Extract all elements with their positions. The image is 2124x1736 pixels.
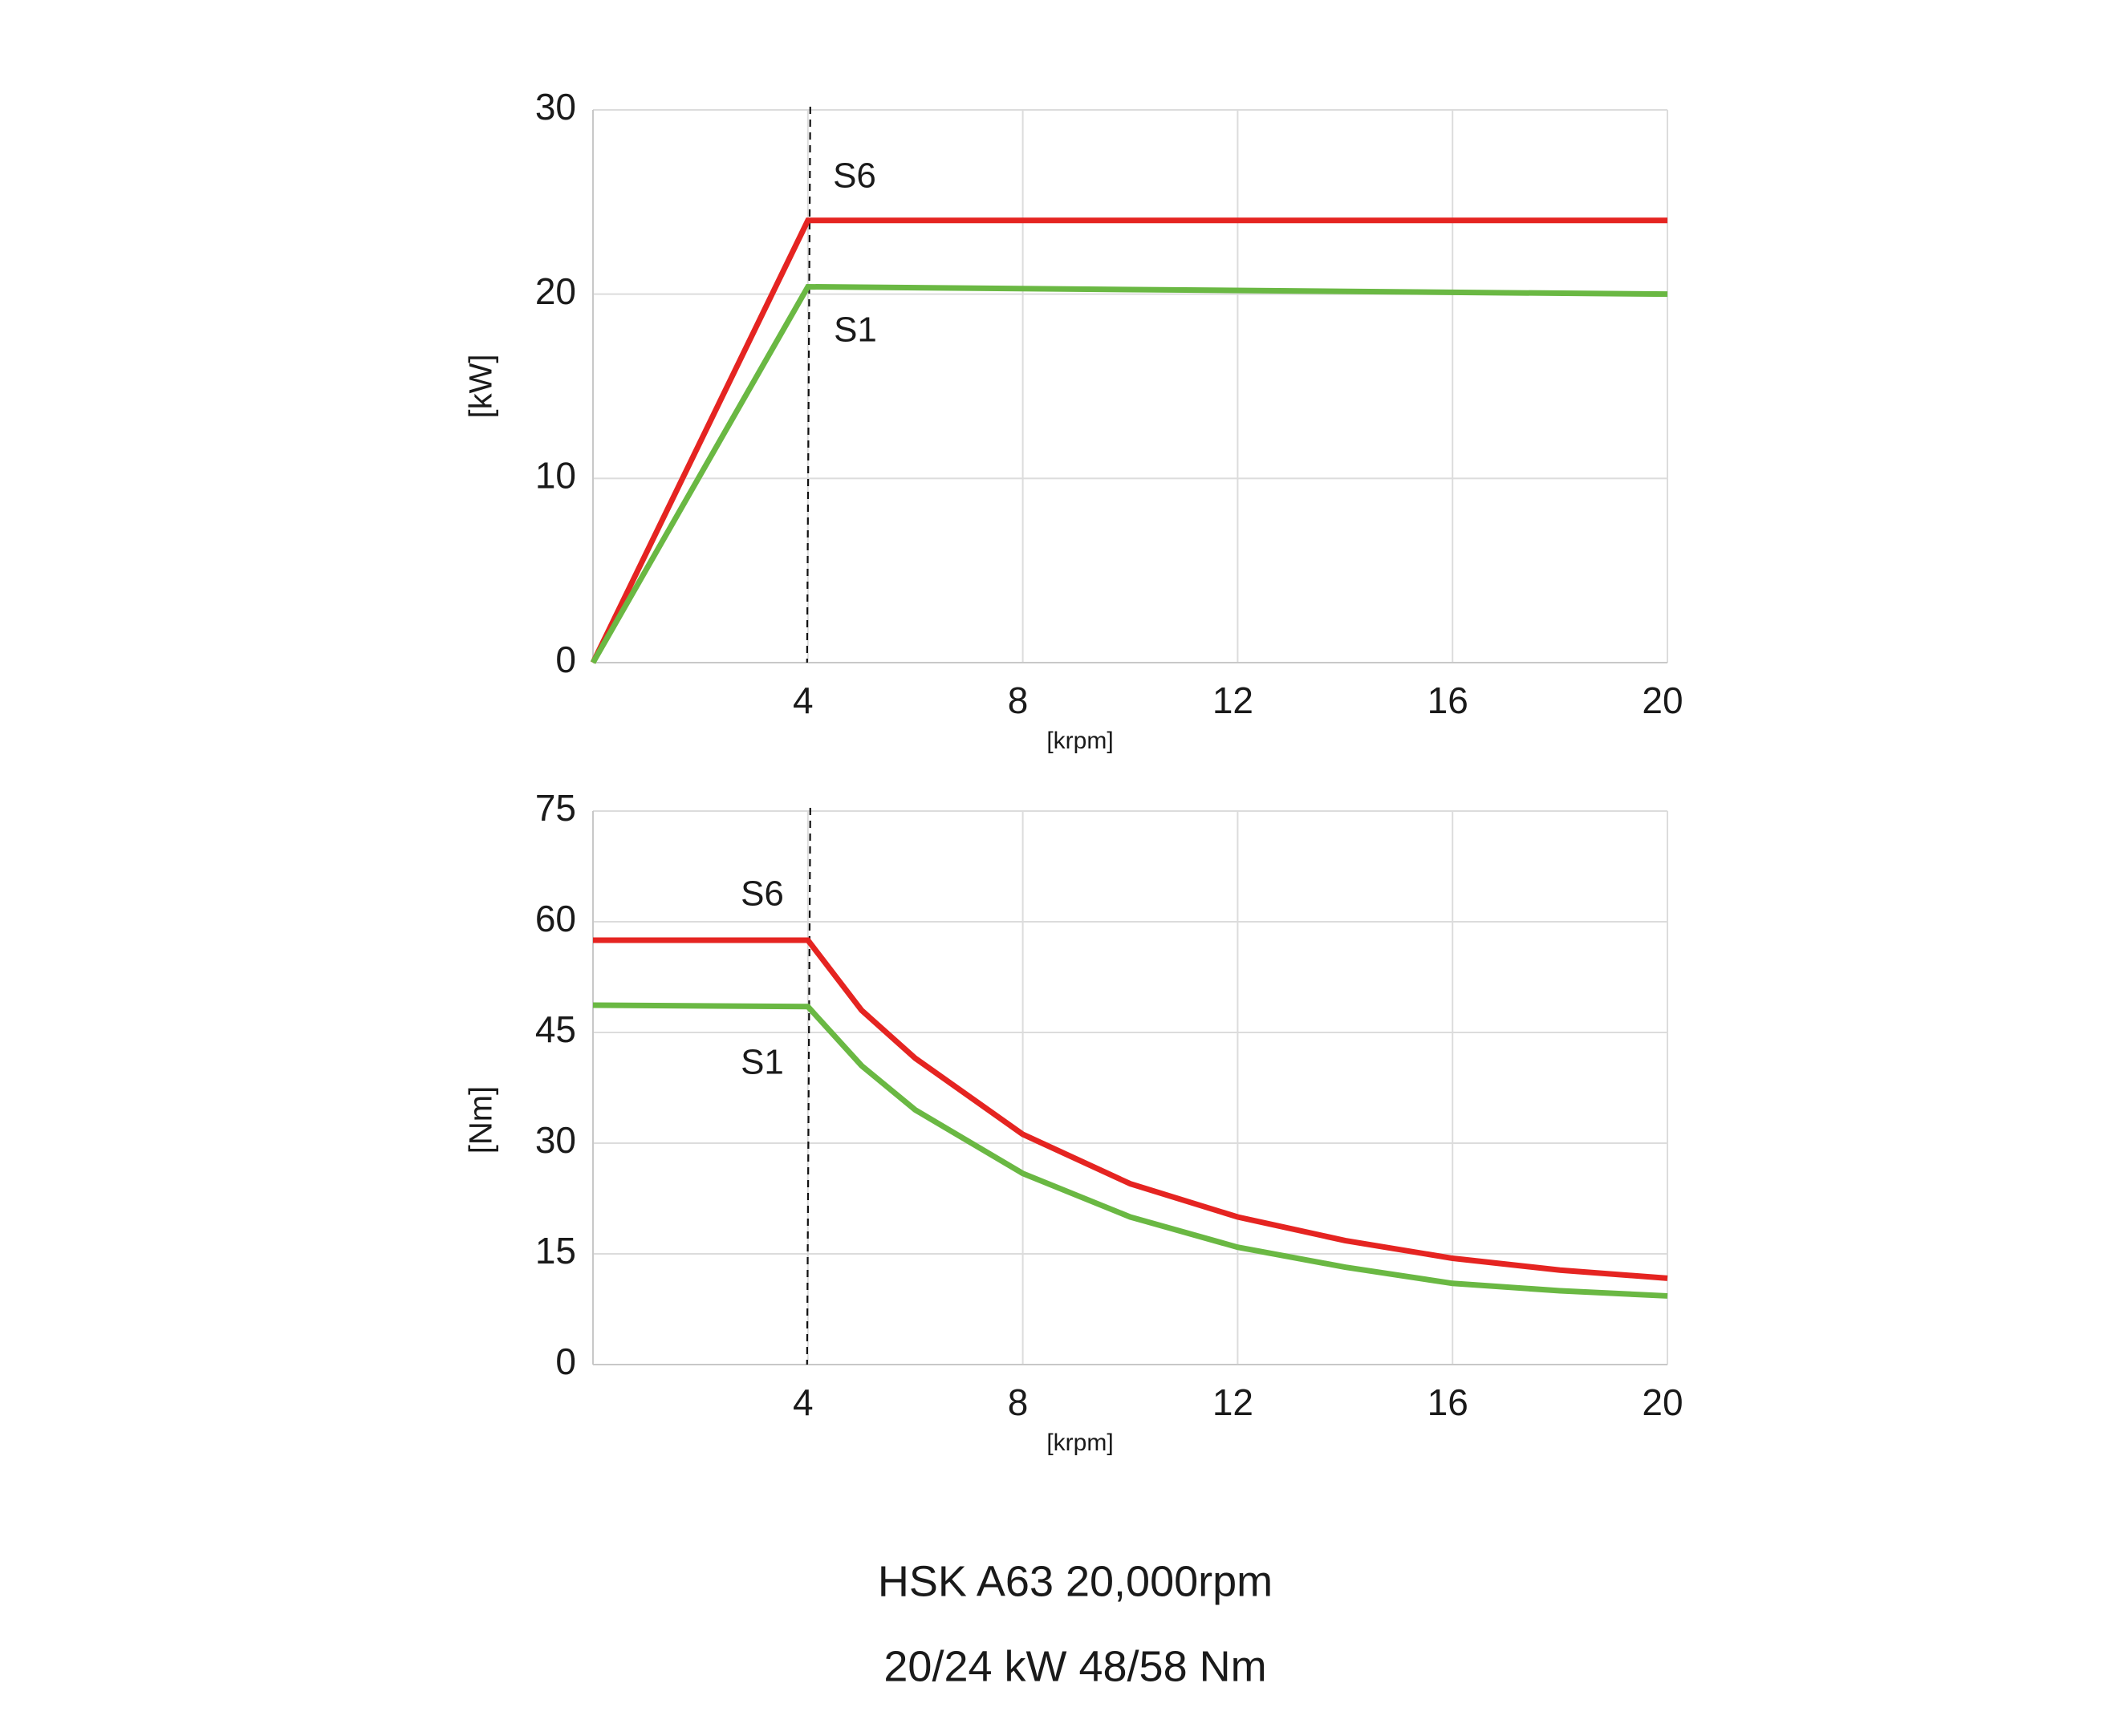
- x-tick-label: 20: [1642, 679, 1683, 721]
- series-line: [590, 217, 1667, 664]
- y-tick-label: 30: [535, 86, 576, 128]
- x-tick-label: 4: [793, 1381, 814, 1423]
- x-tick-label: 8: [1008, 679, 1029, 721]
- caption-line: 20/24 kW 48/58 Nm: [883, 1642, 1266, 1690]
- y-axis-label: [kW]: [464, 355, 499, 419]
- series-label: S6: [741, 874, 784, 914]
- y-tick-label: 30: [535, 1119, 576, 1161]
- y-tick-label: 0: [555, 1341, 576, 1382]
- x-tick-label: 8: [1008, 1381, 1029, 1423]
- series-line: [590, 283, 1668, 664]
- x-tick-label: 12: [1212, 679, 1253, 721]
- x-axis-label: [krpm]: [1046, 1430, 1113, 1456]
- series-line: [592, 1002, 1668, 1299]
- x-tick-label: 16: [1428, 1381, 1468, 1423]
- y-tick-label: 60: [535, 898, 576, 939]
- series-line: [593, 937, 1668, 1281]
- y-tick-label: 0: [555, 639, 576, 680]
- x-tick-label: 20: [1642, 1381, 1683, 1423]
- caption-line: HSK A63 20,000rpm: [878, 1557, 1273, 1605]
- series-label: S6: [833, 156, 876, 196]
- x-tick-label: 4: [793, 679, 814, 721]
- x-axis-label: [krpm]: [1046, 728, 1113, 754]
- x-tick-label: 12: [1212, 1381, 1253, 1423]
- y-tick-label: 15: [535, 1230, 576, 1272]
- x-tick-label: 16: [1428, 679, 1468, 721]
- series-label: S1: [741, 1043, 784, 1082]
- y-tick-label: 75: [535, 787, 576, 829]
- y-tick-label: 10: [535, 454, 576, 496]
- y-tick-label: 45: [535, 1008, 576, 1050]
- marker-line: [806, 106, 811, 663]
- y-tick-label: 20: [535, 270, 576, 312]
- y-axis-label: [Nm]: [464, 1086, 499, 1154]
- marker-line: [806, 807, 811, 1365]
- series-label: S1: [834, 310, 877, 350]
